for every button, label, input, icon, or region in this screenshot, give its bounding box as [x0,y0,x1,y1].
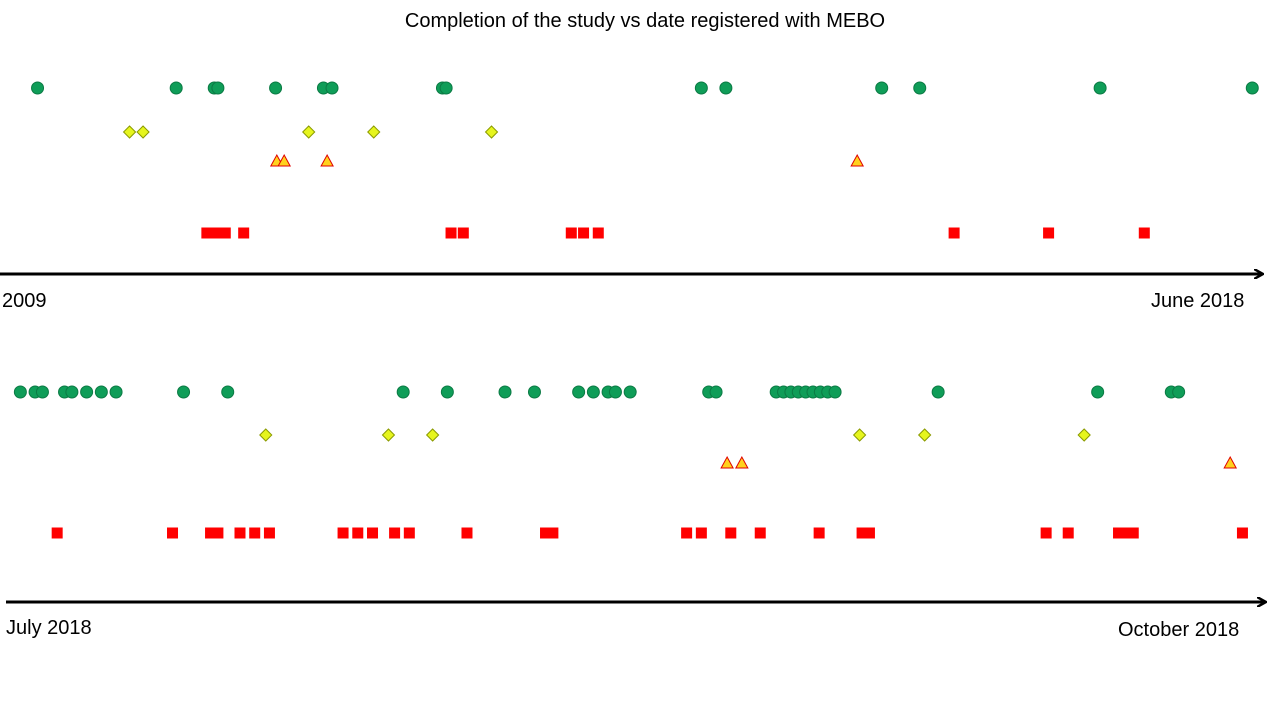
panel-1-circle-point-9 [694,81,708,95]
panel-1-circle-point-0 [31,81,45,95]
panel-1-circle-point-14 [1245,81,1259,95]
panel-2-square-point-27 [1236,527,1248,539]
panel-2-square-point-26 [1127,527,1139,539]
panel-1-circle-point-12 [913,81,927,95]
panel-2-square-point-16 [695,527,707,539]
panel-2-start-label: July 2018 [6,617,92,639]
panel-1-square-point-2 [219,227,231,239]
panel-1-square-point-11 [1138,227,1150,239]
panel-2-end-label: October 2018 [1118,619,1240,641]
panel-2-square-point-6 [263,527,275,539]
panel-2-triangle-point-1 [734,455,749,469]
panel-2-circle-point-15 [586,385,600,399]
panel-2-circle-point-29 [828,385,842,399]
panel-2-circle-point-7 [109,385,123,399]
panel-1-diamond-point-4 [484,125,499,139]
panel-1-triangle-point-1 [277,153,292,167]
panel-2-diamond-point-1 [381,428,396,442]
panel-1-square-point-1 [209,227,221,239]
panel-2-square-point-11 [403,527,415,539]
panel-2-square-point-4 [234,527,246,539]
panel-2-circle-point-10 [396,385,410,399]
panel-1-circle-point-10 [719,81,733,95]
panel-2-square-point-12 [461,527,473,539]
panel-1-square-point-10 [1043,227,1055,239]
panel-2-square-point-25 [1120,527,1132,539]
chart-title: Completion of the study vs date register… [404,10,886,32]
panel-1-circle-point-13 [1093,81,1107,95]
panel-1-end-label: June 2018 [1151,290,1245,312]
panel-1-circle-point-1 [169,81,183,95]
panel-2-diamond-point-0 [259,428,273,442]
panel-2-triangle-point-2 [1223,455,1238,469]
panel-2-circle-point-5 [80,385,94,399]
panel-2-circle-point-2 [35,385,49,399]
panel-1-circle-point-4 [269,81,283,95]
panel-1-square-point-0 [201,227,213,239]
panel-2-diamond-point-2 [425,428,440,442]
panel-2-square-point-23 [1062,527,1074,539]
panel-2-circle-point-0 [13,385,27,399]
panel-2-circle-point-9 [221,385,235,399]
panel-2-square-point-20 [856,527,868,539]
panel-2-circle-point-31 [1091,385,1105,399]
panel-2-diamond-point-4 [917,428,932,442]
panel-2-square-point-2 [205,527,217,539]
panel-2-circle-point-17 [608,385,622,399]
panel-2-circle-point-12 [498,385,512,399]
panel-2-square-point-13 [540,527,552,539]
panel-2-square-point-14 [547,527,559,539]
panel-1-square-point-3 [238,227,250,239]
panel-2-diamond-point-3 [852,428,867,442]
panel-1-circle-point-6 [325,81,339,95]
panel-1-square-point-6 [565,227,577,239]
panel-2-square-point-0 [51,527,63,539]
panel-2-square-point-17 [725,527,737,539]
panel-2-circle-point-4 [65,385,79,399]
panel-2-triangle-point-0 [720,455,734,469]
panel-1-diamond-point-3 [367,125,381,139]
panel-2-circle-point-6 [94,385,108,399]
panel-2-circle-point-8 [177,385,191,399]
panel-2-diamond-point-5 [1077,428,1091,442]
panel-2-square-point-24 [1113,527,1125,539]
panel-1-square-point-9 [948,227,960,239]
panel-2-circle-point-30 [931,385,945,399]
panel-2-square-point-21 [863,527,875,539]
panel-1-diamond-point-2 [301,125,316,139]
panel-2-square-point-9 [367,527,379,539]
panel-2-circle-point-20 [709,385,723,399]
panel-2-square-point-15 [681,527,693,539]
panel-1-diamond-point-0 [122,125,137,139]
panel-2-square-point-7 [337,527,349,539]
panel-1-circle-point-11 [875,81,889,95]
panel-2-square-point-19 [813,527,825,539]
panel-2-square-point-5 [249,527,261,539]
panel-1-diamond-point-1 [136,125,150,139]
panel-2-square-point-22 [1040,527,1052,539]
panel-2-square-point-3 [212,527,224,539]
panel-2-circle-point-13 [527,385,541,399]
panel-2-square-point-10 [389,527,401,539]
panel-1-square-point-8 [592,227,604,239]
panel-1-circle-point-8 [439,81,453,95]
panel-2-circle-point-11 [440,385,454,399]
panel-1-circle-point-3 [211,81,225,95]
panel-1-square-point-7 [578,227,590,239]
panel-2-square-point-8 [352,527,364,539]
panel-1-triangle-point-3 [850,153,865,167]
panel-1-start-label: 2009 [2,290,47,312]
panel-1-triangle-point-2 [320,153,334,167]
panel-2-square-point-18 [754,527,766,539]
panel-1-square-point-4 [445,227,457,239]
panel-2-circle-point-18 [623,385,637,399]
panel-1-square-point-5 [457,227,469,239]
panel-2-circle-point-33 [1172,385,1186,399]
panel-2-circle-point-14 [572,385,586,399]
panel-2-square-point-1 [167,527,179,539]
